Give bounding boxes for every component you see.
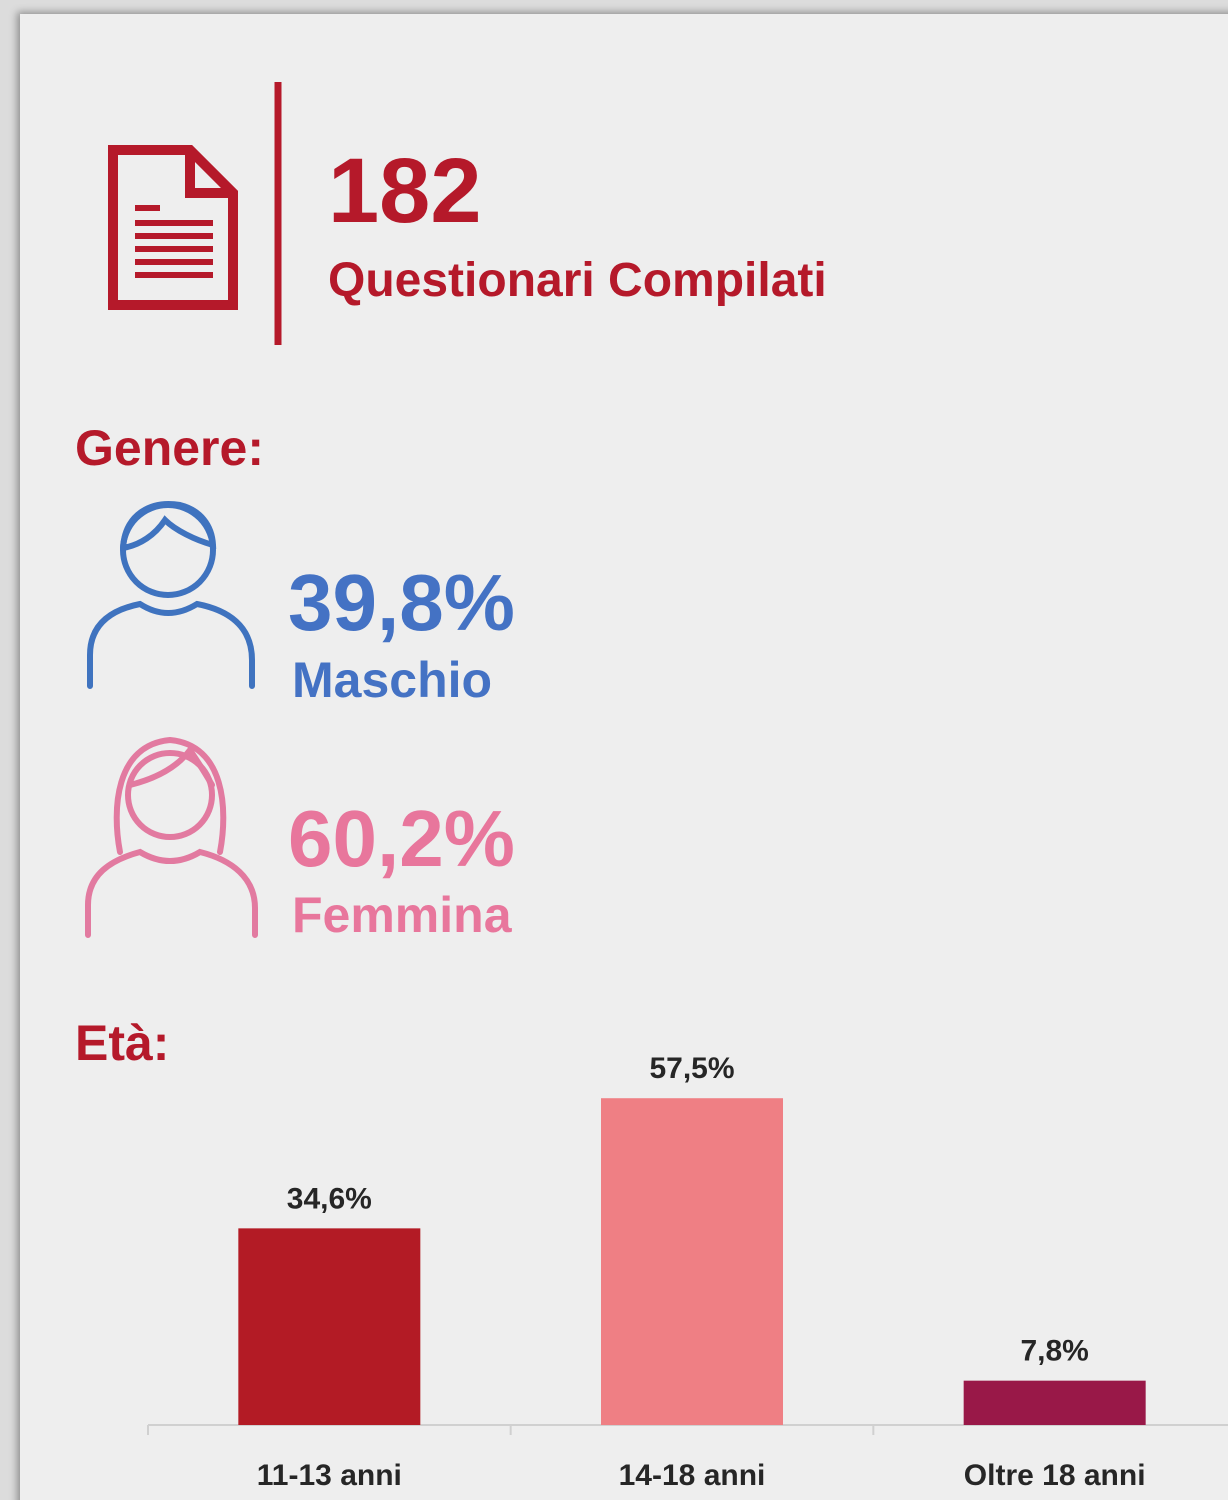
bar xyxy=(601,1098,783,1425)
chart-title: Età: xyxy=(75,1015,169,1071)
count-label: Questionari Compilati xyxy=(328,254,827,307)
x-tick-label: 14-18 anni xyxy=(619,1459,766,1492)
count: 182 xyxy=(328,140,482,242)
female-icon xyxy=(85,736,258,938)
value-label: 57,5% xyxy=(649,1052,734,1085)
bar xyxy=(963,1380,1146,1425)
value-label: 34,6% xyxy=(287,1182,372,1215)
female-label: Femmina xyxy=(292,887,513,943)
value-label: 7,8% xyxy=(1020,1335,1088,1368)
male-label: Maschio xyxy=(292,652,492,708)
x-tick-label: 11-13 anni xyxy=(257,1459,402,1492)
bar xyxy=(238,1228,421,1425)
x-tick-label: Oltre 18 anni xyxy=(964,1459,1146,1492)
female-percent: 60,2% xyxy=(288,794,515,883)
document-icon xyxy=(108,145,238,310)
male-percent: 39,8% xyxy=(288,558,515,647)
male-icon xyxy=(87,501,255,689)
section-title: Genere: xyxy=(75,420,264,476)
